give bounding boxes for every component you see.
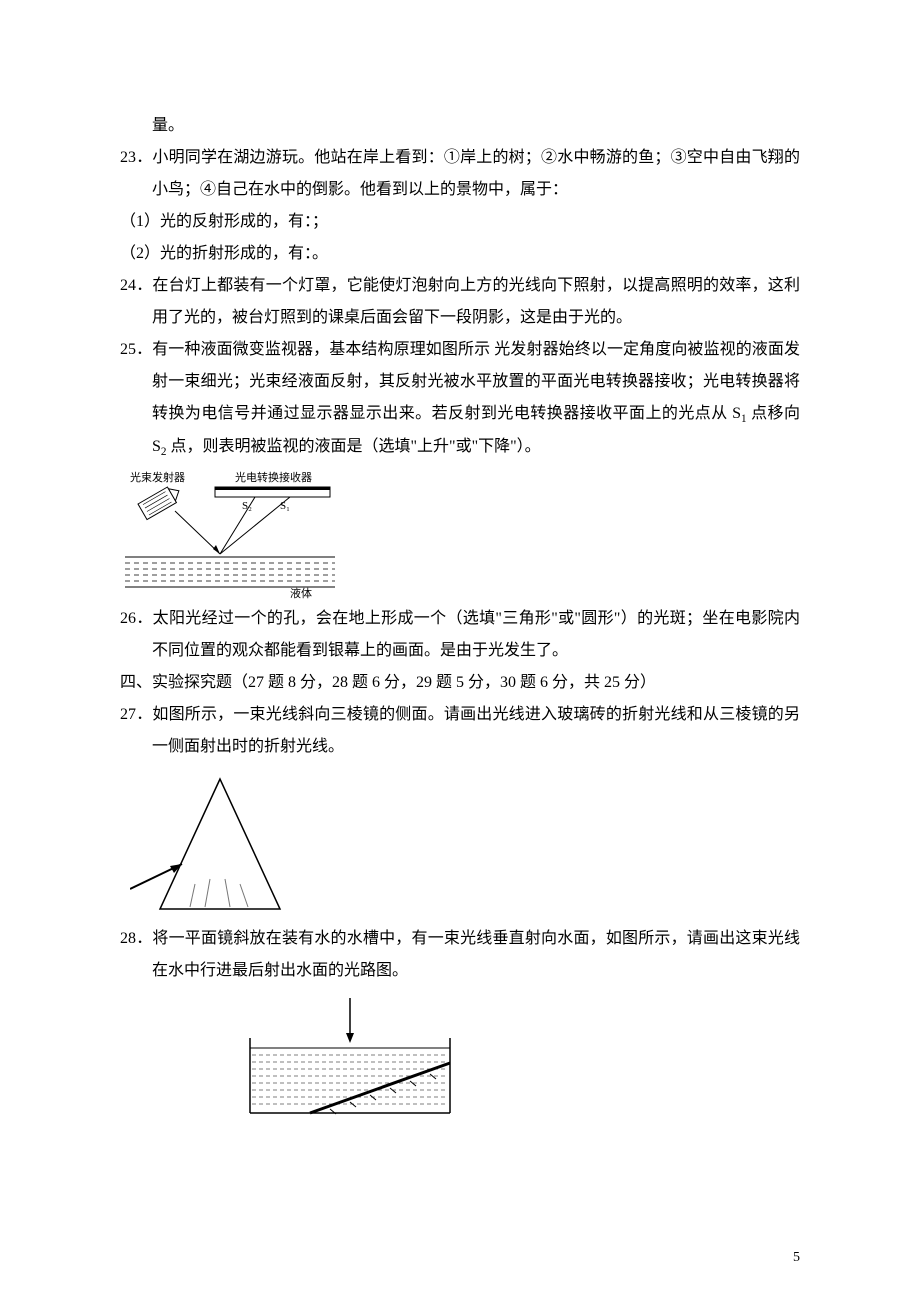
q25-diagram-svg: 光束发射器 光电转换接收器 S₂ S₁ 液体 bbox=[120, 469, 340, 599]
emitter-label: 光束发射器 bbox=[130, 470, 185, 484]
q24-number: 24． bbox=[120, 277, 152, 294]
q28-tank-svg bbox=[240, 993, 460, 1123]
q22-cont-text: 量。 bbox=[152, 117, 184, 134]
q27-figure bbox=[120, 769, 800, 919]
q23-part2: （2）光的折射形成的，有：。 bbox=[120, 238, 800, 270]
q26-text: 太阳光经过一个的孔，会在地上形成一个（选填"三角形"或"圆形"）的光斑；坐在电影… bbox=[152, 610, 800, 659]
q25-figure: 光束发射器 光电转换接收器 S₂ S₁ 液体 bbox=[120, 469, 800, 599]
q23-stem: 23．小明同学在湖边游玩。他站在岸上看到：①岸上的树；②水中畅游的鱼；③空中自由… bbox=[120, 142, 800, 206]
receiver-label: 光电转换接收器 bbox=[235, 470, 312, 484]
q23-number: 23． bbox=[120, 149, 152, 166]
liquid-label: 液体 bbox=[290, 586, 312, 599]
q23-part1-text: （1）光的反射形成的，有：； bbox=[120, 213, 328, 230]
q28-number: 28． bbox=[120, 930, 152, 947]
q26: 26．太阳光经过一个的孔，会在地上形成一个（选填"三角形"或"圆形"）的光斑；坐… bbox=[120, 603, 800, 667]
section4-header: 四、实验探究题（27 题 8 分，28 题 6 分，29 题 5 分，30 题 … bbox=[120, 667, 800, 699]
q24-text: 在台灯上都装有一个灯罩，它能使灯泡射向上方的光线向下照射，以提高照明的效率，这利… bbox=[152, 277, 800, 326]
q23-part1: （1）光的反射形成的，有：； bbox=[120, 206, 800, 238]
section4-text: 四、实验探究题（27 题 8 分，28 题 6 分，29 题 5 分，30 题 … bbox=[120, 674, 656, 691]
q25-text-c: 点，则表明被监视的液面是（选填"上升"或"下降"）。 bbox=[167, 438, 541, 455]
q25-text-a: 有一种液面微变监视器，基本结构原理如图所示 光发射器始终以一定角度向被监视的液面… bbox=[152, 341, 800, 422]
q27: 27．如图所示，一束光线斜向三棱镜的侧面。请画出光线进入玻璃砖的折射光线和从三棱… bbox=[120, 699, 800, 763]
q26-number: 26． bbox=[120, 610, 153, 627]
q23-part2-text: （2）光的折射形成的，有：。 bbox=[120, 245, 328, 262]
s1-label: S₁ bbox=[280, 500, 290, 512]
q24: 24．在台灯上都装有一个灯罩，它能使灯泡射向上方的光线向下照射，以提高照明的效率… bbox=[120, 270, 800, 334]
q28: 28．将一平面镜斜放在装有水的水槽中，有一束光线垂直射向水面，如图所示，请画出这… bbox=[120, 923, 800, 987]
q27-prism-svg bbox=[130, 769, 310, 919]
q22-continuation: 量。 bbox=[120, 110, 800, 142]
q27-number: 27． bbox=[120, 706, 152, 723]
q23-stem-text: 小明同学在湖边游玩。他站在岸上看到：①岸上的树；②水中畅游的鱼；③空中自由飞翔的… bbox=[152, 149, 800, 198]
q28-text: 将一平面镜斜放在装有水的水槽中，有一束光线垂直射向水面，如图所示，请画出这束光线… bbox=[152, 930, 800, 979]
q27-text: 如图所示，一束光线斜向三棱镜的侧面。请画出光线进入玻璃砖的折射光线和从三棱镜的另… bbox=[152, 706, 800, 755]
page-number: 5 bbox=[793, 1244, 800, 1272]
q25-number: 25． bbox=[120, 341, 152, 358]
q28-figure bbox=[120, 993, 800, 1123]
page-number-value: 5 bbox=[793, 1250, 800, 1265]
q25: 25．有一种液面微变监视器，基本结构原理如图所示 光发射器始终以一定角度向被监视… bbox=[120, 334, 800, 463]
s2-label: S₂ bbox=[242, 500, 252, 512]
